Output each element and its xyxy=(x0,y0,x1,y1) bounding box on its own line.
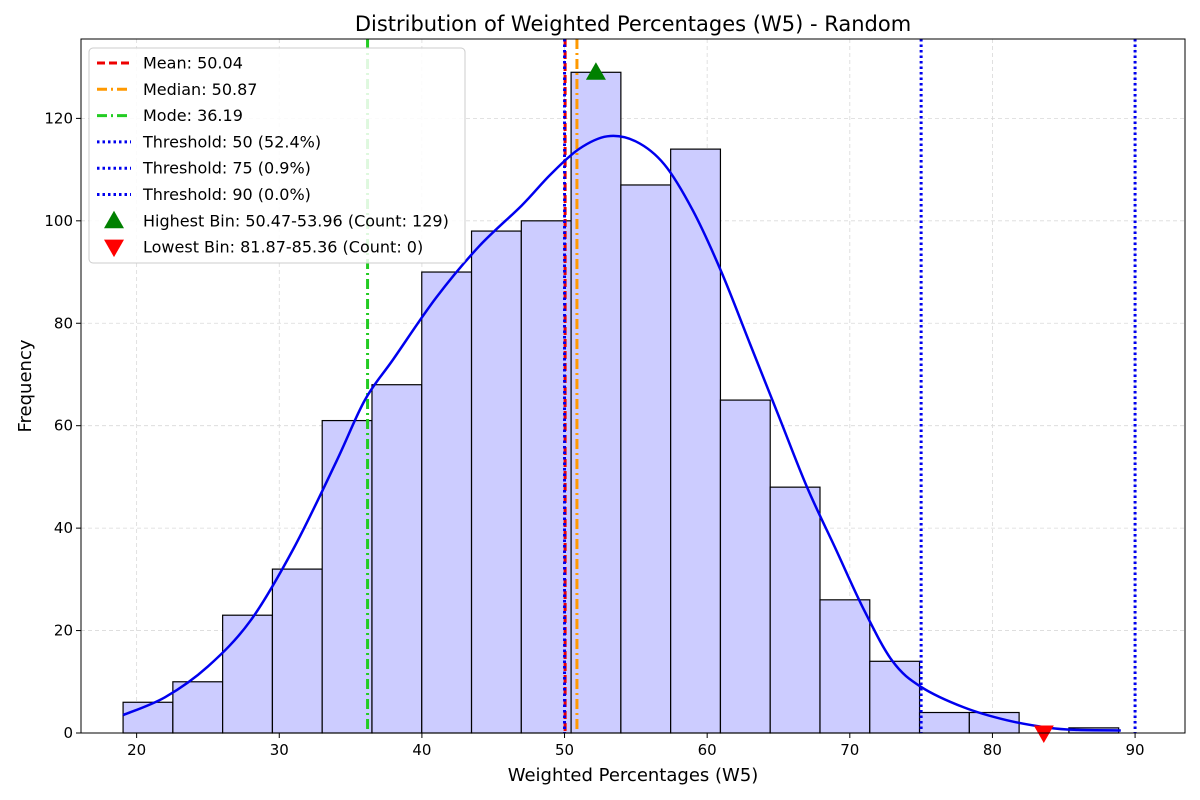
histogram-bar xyxy=(172,681,224,734)
y-tick-label: 20 xyxy=(54,622,73,640)
histogram-bar xyxy=(371,384,423,734)
histogram-bar xyxy=(520,220,572,734)
histogram-bar xyxy=(222,614,274,734)
legend-entry-label: Mean: 50.04 xyxy=(143,54,243,73)
lowest-bin-marker xyxy=(1033,725,1054,743)
histogram-bar xyxy=(918,711,970,734)
x-tick-label: 80 xyxy=(983,741,1002,759)
y-tick-label: 60 xyxy=(54,417,73,435)
reference-lines xyxy=(366,39,1137,733)
histogram-bar xyxy=(122,701,174,734)
legend-entry-label: Mode: 36.19 xyxy=(143,106,243,125)
legend-marker-swatch xyxy=(104,239,124,258)
histogram-bar xyxy=(819,599,871,734)
legend-entry-label: Threshold: 75 (0.9%) xyxy=(142,159,311,178)
x-tick-label: 40 xyxy=(412,741,431,759)
histogram-bar xyxy=(271,568,323,734)
legend-entry-label: Lowest Bin: 81.87-85.36 (Count: 0) xyxy=(143,238,423,257)
x-tick-label: 70 xyxy=(840,741,859,759)
histogram-bar xyxy=(421,271,473,734)
kde-curve-group xyxy=(122,134,1121,732)
highest-bin-marker xyxy=(585,62,606,80)
bin-markers xyxy=(585,62,1054,743)
legend: Mean: 50.04 Median: 50.87 Mode: 36.19 Thres… xyxy=(88,47,466,264)
histogram-bar xyxy=(719,399,771,734)
chart-title: Distribution of Weighted Percentages (W5… xyxy=(355,12,911,36)
y-tick-label: 0 xyxy=(63,724,73,742)
histogram-bar xyxy=(470,230,522,734)
x-tick-label: 90 xyxy=(1126,741,1145,759)
histogram-bar xyxy=(620,184,672,734)
x-tick-label: 30 xyxy=(270,741,289,759)
histogram-bar xyxy=(321,419,373,734)
histogram-bar xyxy=(769,486,821,734)
y-tick-label: 120 xyxy=(44,109,73,127)
y-tick-label: 80 xyxy=(54,314,73,332)
legend-box xyxy=(88,47,466,264)
y-axis-ticks: 0 20 40 60 80 100 120 xyxy=(44,109,81,742)
kde-curve xyxy=(122,134,1121,732)
y-tick-label: 40 xyxy=(54,519,73,537)
y-axis-label: Frequency xyxy=(15,339,36,432)
legend-entry-label: Threshold: 50 (52.4%) xyxy=(142,132,321,151)
legend-entry-label: Highest Bin: 50.47-53.96 (Count: 129) xyxy=(143,211,449,230)
x-tick-label: 60 xyxy=(698,741,717,759)
x-axis-label: Weighted Percentages (W5) xyxy=(508,765,759,786)
x-axis-ticks: 20 30 40 50 60 70 80 90 xyxy=(127,733,1145,759)
plot-frame xyxy=(80,38,1186,734)
histogram-bar xyxy=(968,711,1020,734)
histogram-bar xyxy=(869,660,921,734)
histogram-bar xyxy=(670,148,722,734)
x-tick-label: 20 xyxy=(127,741,146,759)
legend-entry-label: Median: 50.87 xyxy=(143,80,257,99)
histogram-bar xyxy=(570,71,622,734)
y-tick-label: 100 xyxy=(44,212,73,230)
legend-entry-label: Threshold: 90 (0.0%) xyxy=(142,185,311,204)
x-tick-label: 50 xyxy=(555,741,574,759)
legend-marker-swatch xyxy=(104,210,124,229)
